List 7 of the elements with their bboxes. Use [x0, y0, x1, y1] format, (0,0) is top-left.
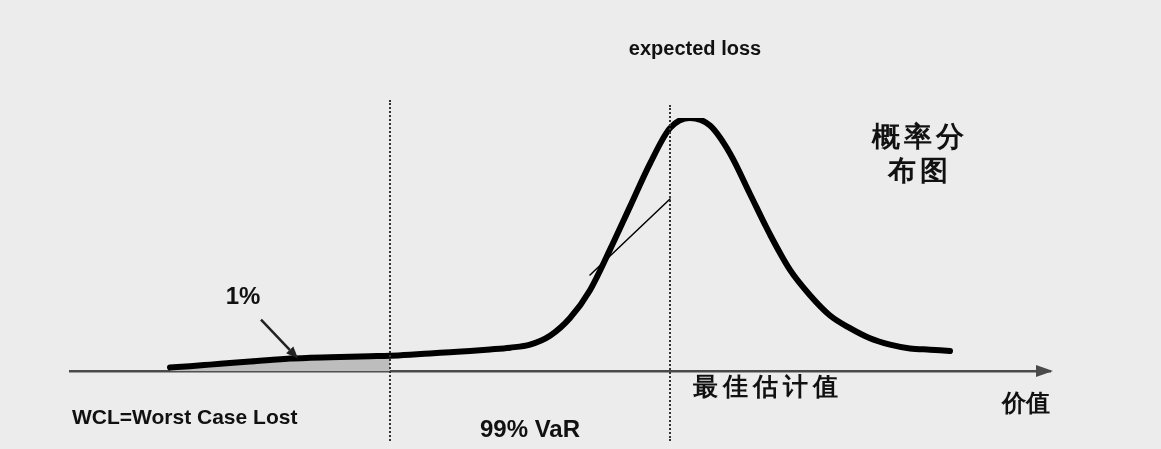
- text: 99% VaR: [479, 414, 581, 442]
- text: 概率分布图: [871, 120, 968, 186]
- text: WCL=Worst Case Lost: [72, 404, 298, 428]
- text: 最佳估计值: [692, 372, 843, 401]
- x-axis-title: 价值: [1001, 389, 1050, 417]
- text: expected loss: [628, 36, 762, 59]
- annotation: 1%: [225, 282, 261, 310]
